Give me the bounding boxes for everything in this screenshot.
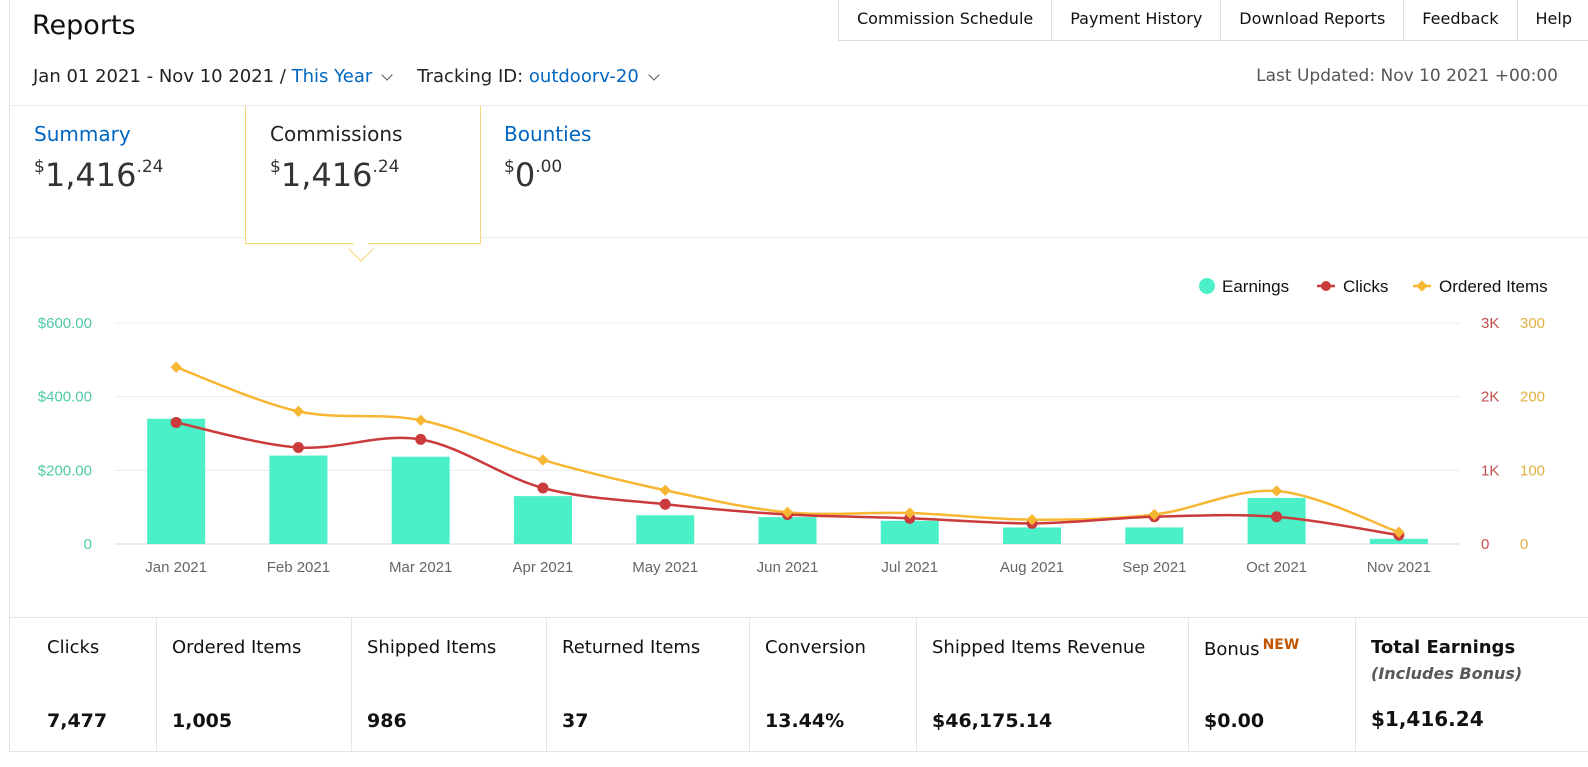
chevron-down-icon[interactable] <box>381 68 393 81</box>
tab-bounties-label[interactable]: Bounties <box>504 122 592 146</box>
x-axis-tick-label: May 2021 <box>632 559 698 576</box>
legend-ordered-items-label: Ordered Items <box>1439 277 1548 296</box>
ordered-items-point <box>1270 485 1283 497</box>
ordered-items-point <box>1148 508 1160 521</box>
commission-schedule-link[interactable]: Commission Schedule <box>839 0 1053 40</box>
ordered-items-point <box>781 506 794 518</box>
ordered-items-axis-tick-label: 300 <box>1520 315 1545 332</box>
ordered-items-point <box>1026 514 1038 526</box>
x-axis-tick-label: Apr 2021 <box>513 559 574 576</box>
payment-history-link[interactable]: Payment History <box>1052 0 1222 40</box>
stat-total-earnings: Total Earnings (Includes Bonus) $1,416.2… <box>1371 637 1523 731</box>
report-filters: Jan 01 2021 - Nov 10 2021 / This Year Tr… <box>33 66 668 87</box>
tab-bounties[interactable]: Bounties $0.00 <box>480 106 716 244</box>
stat-conversion: Conversion 13.44% <box>750 618 917 751</box>
legend-clicks-label: Clicks <box>1343 277 1388 296</box>
earnings-bar <box>513 496 572 544</box>
legend-earnings-label: Earnings <box>1222 277 1289 296</box>
stat-returned-items: Returned Items 37 <box>547 618 750 751</box>
earnings-bar <box>1369 538 1428 544</box>
stat-clicks: Clicks 7,477 <box>10 618 157 751</box>
clicks-axis-tick-label: 0 <box>1481 536 1489 553</box>
clicks-axis-tick-label: 3K <box>1481 315 1499 332</box>
clicks-point <box>1271 511 1283 523</box>
earnings-bar <box>147 418 206 544</box>
clicks-point <box>292 441 304 453</box>
x-axis-tick-label: Jun 2021 <box>757 559 819 576</box>
ordered-items-point <box>904 507 916 519</box>
ordered-items-axis-tick-label: 0 <box>1520 536 1528 553</box>
period-dropdown[interactable]: This Year <box>291 66 373 87</box>
new-badge: NEW <box>1262 637 1300 653</box>
legend-earnings-marker <box>1199 278 1215 294</box>
feedback-link[interactable]: Feedback <box>1404 0 1518 40</box>
stat-shipped-items: Shipped Items 986 <box>352 618 547 751</box>
x-axis-tick-label: Jul 2021 <box>881 559 938 576</box>
bounties-amount: $0.00 <box>504 156 563 194</box>
ordered-items-point <box>170 361 182 373</box>
ordered-items-axis-tick-label: 100 <box>1520 462 1545 479</box>
stat-shipped-revenue: Shipped Items Revenue $46,175.14 <box>917 618 1189 751</box>
clicks-axis-tick-label: 1K <box>1481 462 1499 479</box>
tracking-id-dropdown[interactable]: outdoorv-20 <box>528 66 639 87</box>
clicks-point <box>415 433 427 445</box>
download-reports-link[interactable]: Download Reports <box>1221 0 1405 40</box>
divider <box>10 105 1588 106</box>
earnings-bar <box>269 455 328 544</box>
last-updated: Last Updated: Nov 10 2021 +00:00 <box>1256 66 1558 86</box>
tracking-id-label: Tracking ID: <box>417 66 524 87</box>
ordered-items-point <box>659 484 671 496</box>
earnings-bar <box>880 520 939 544</box>
x-axis-tick-label: Sep 2021 <box>1122 559 1186 576</box>
top-nav: Commission Schedule Payment History Down… <box>838 0 1588 41</box>
stat-ordered-items: Ordered Items 1,005 <box>157 618 352 751</box>
x-axis-tick-label: Jan 2021 <box>145 559 207 576</box>
left-axis-tick-label: $200.00 <box>38 462 92 479</box>
ordered-items-point <box>292 405 305 418</box>
tab-summary-label[interactable]: Summary <box>34 122 131 146</box>
date-range: Jan 01 2021 - Nov 10 2021 / <box>33 66 286 87</box>
page-title: Reports <box>32 10 136 41</box>
stats-bar: Clicks 7,477 Ordered Items 1,005 Shipped… <box>10 617 1588 751</box>
ordered-items-point <box>537 454 549 466</box>
report-frame <box>9 0 1588 752</box>
x-axis-tick-label: Oct 2021 <box>1246 559 1307 576</box>
earnings-bar <box>758 517 817 544</box>
x-axis-tick-label: Nov 2021 <box>1367 559 1431 576</box>
legend-clicks-marker <box>1321 281 1331 291</box>
earnings-bar <box>636 515 695 544</box>
earnings-bar <box>1125 527 1184 544</box>
clicks-point <box>537 482 549 494</box>
x-axis-tick-label: Feb 2021 <box>267 559 330 576</box>
stat-bonus: Bonus NEW $0.00 <box>1189 618 1356 751</box>
earnings-bar <box>391 456 450 544</box>
legend-ordered-items-marker <box>1416 280 1428 292</box>
divider <box>10 237 1588 238</box>
clicks-point <box>659 498 671 510</box>
earnings-bar <box>1003 527 1062 544</box>
left-axis-tick-label: $400.00 <box>38 389 92 406</box>
clicks-point <box>170 416 182 428</box>
summary-amount: $1,416.24 <box>34 156 164 194</box>
x-axis-tick-label: Mar 2021 <box>389 559 452 576</box>
ordered-items-point <box>415 414 427 426</box>
earnings-chart: 0 $200.00 $400.00 $600.00 0 1K 2K 3K 0 100 200 300 J… <box>38 277 1548 576</box>
chevron-down-icon[interactable] <box>648 68 660 81</box>
left-axis-tick-label: $600.00 <box>38 315 92 332</box>
ordered-items-axis-tick-label: 200 <box>1520 389 1545 406</box>
help-link[interactable]: Help <box>1535 9 1572 28</box>
commissions-amount: $1,416.24 <box>270 156 400 194</box>
tab-commissions-label[interactable]: Commissions <box>270 122 403 146</box>
left-axis-tick-label: 0 <box>84 536 92 553</box>
tab-commissions[interactable]: Commissions $1,416.24 <box>245 106 481 244</box>
x-axis-tick-label: Aug 2021 <box>1000 559 1064 576</box>
tab-summary[interactable]: Summary $1,416.24 <box>10 106 246 244</box>
ordered-items-point <box>1393 526 1405 538</box>
clicks-axis-tick-label: 2K <box>1481 389 1499 406</box>
